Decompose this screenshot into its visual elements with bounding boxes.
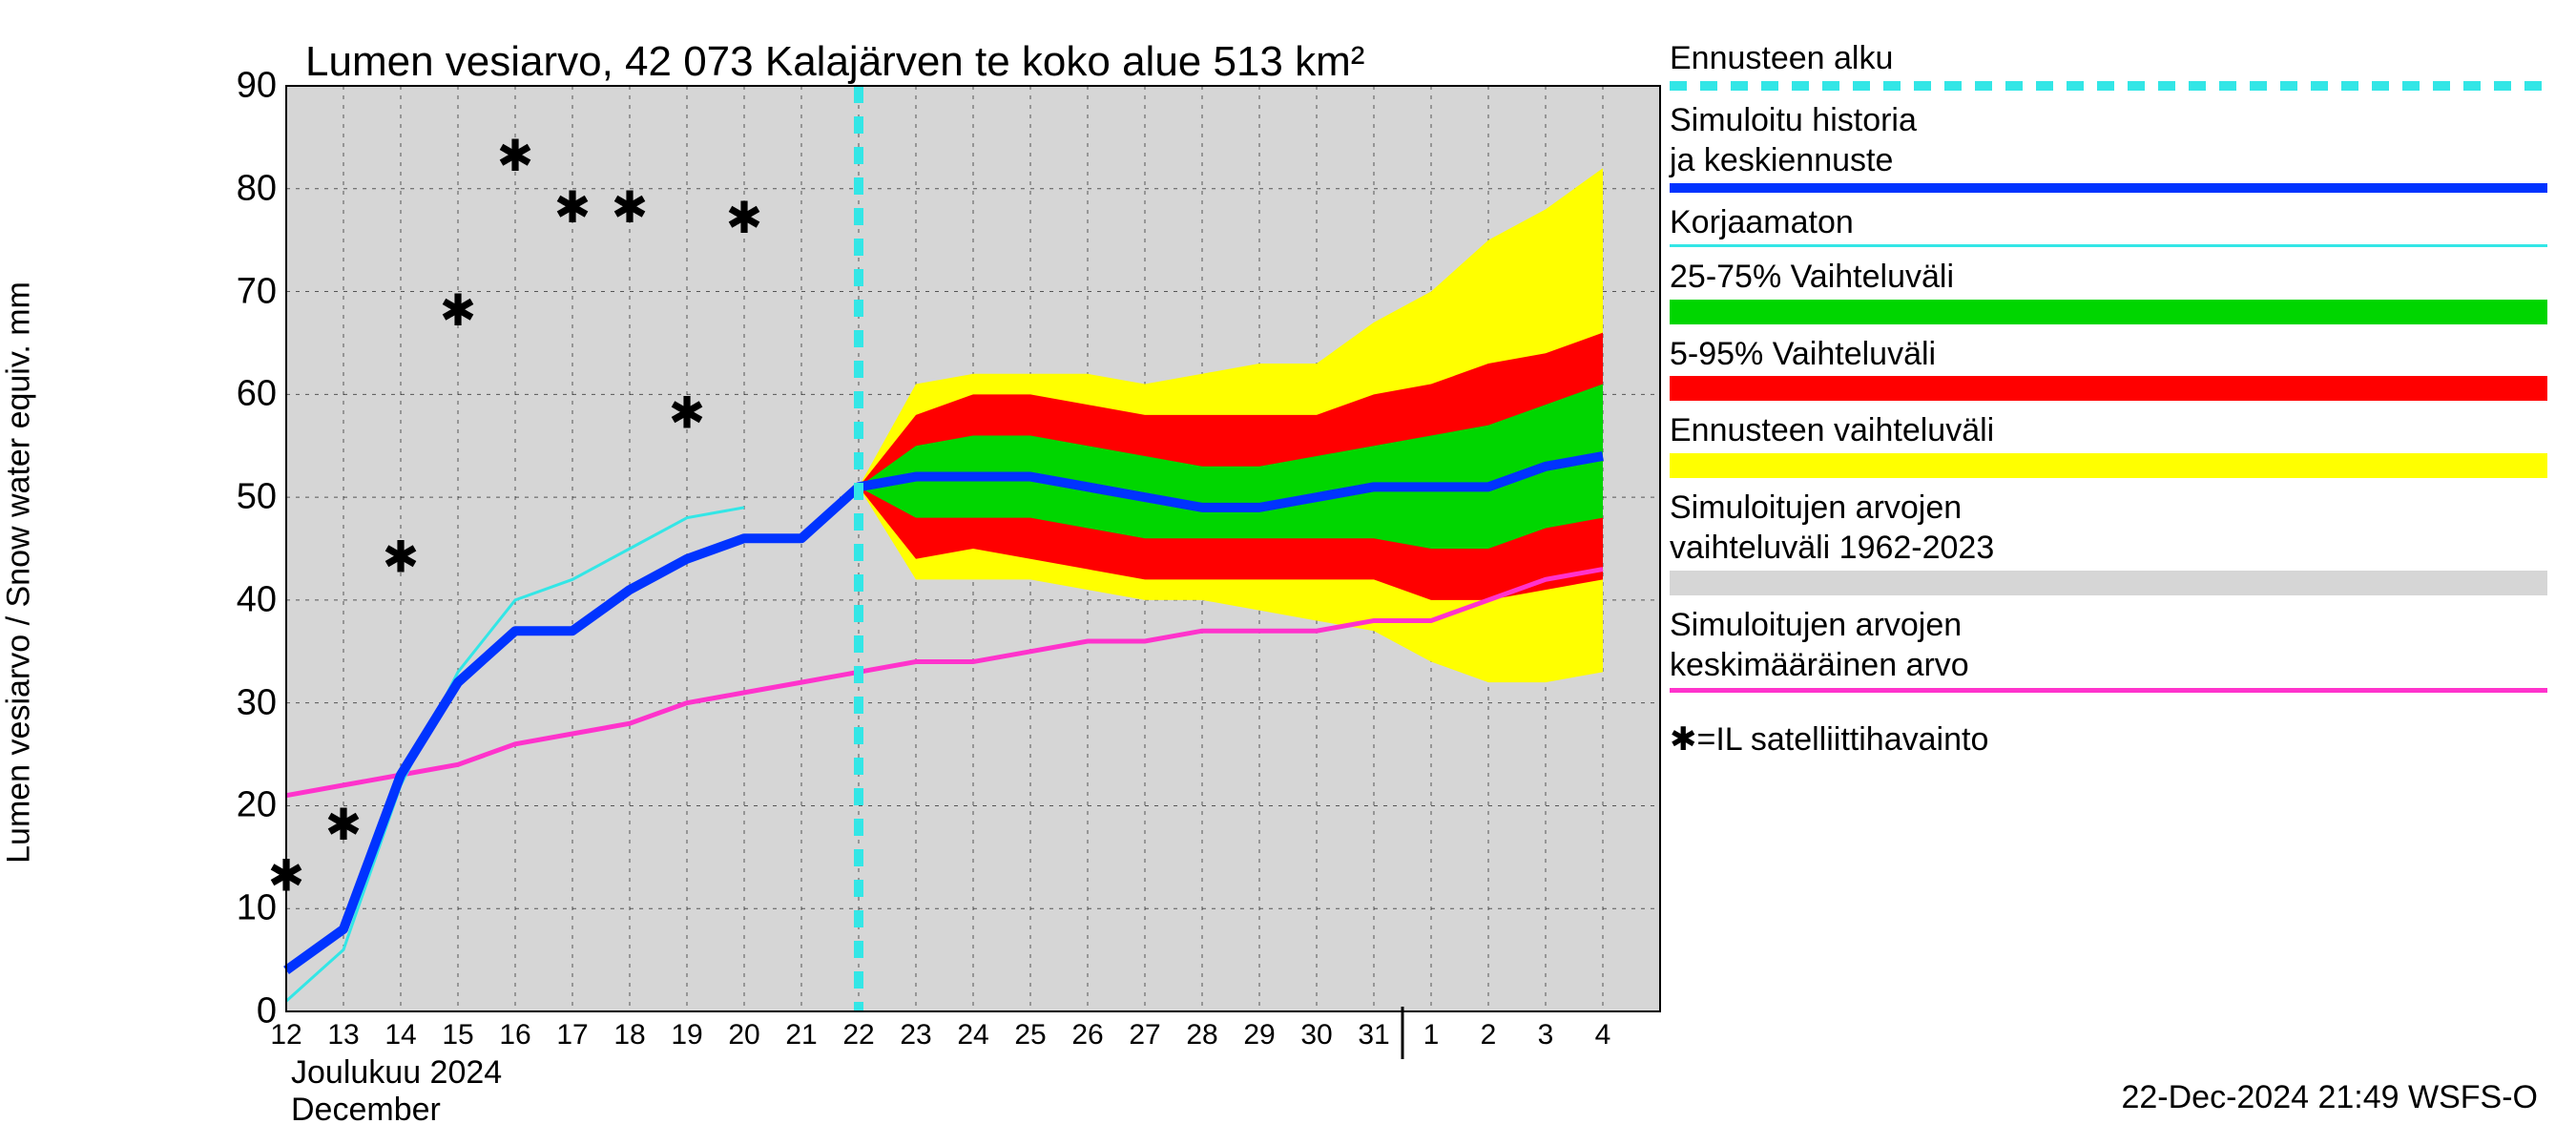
legend-label: Korjaamaton [1670, 202, 2547, 243]
legend-swatch [1670, 453, 2547, 478]
x-tick-label: 19 [671, 1019, 702, 1051]
legend-item: Korjaamaton [1670, 202, 2547, 248]
y-tick-label: 90 [181, 66, 277, 107]
legend-label: 25-75% Vaihteluväli [1670, 257, 2547, 298]
x-tick-label: 4 [1595, 1019, 1611, 1051]
legend: Ennusteen alku Simuloitu historiaja keski… [1670, 38, 2547, 760]
x-tick-label: 21 [785, 1019, 817, 1051]
x-tick-label: 16 [499, 1019, 530, 1051]
x-tick-label: 26 [1071, 1019, 1103, 1051]
x-tick-label: 18 [613, 1019, 645, 1051]
x-tick-label: 20 [728, 1019, 759, 1051]
legend-satellite-note: ✱=IL satelliittihavainto [1670, 719, 2547, 760]
x-tick-label: 22 [842, 1019, 874, 1051]
legend-label: Simuloitujen arvojenvaihteluväli 1962-20… [1670, 488, 2547, 569]
svg-text:✱: ✱ [383, 532, 420, 582]
legend-item: Ennusteen vaihteluväli [1670, 410, 2547, 478]
y-tick-label: 20 [181, 785, 277, 826]
chart-title: Lumen vesiarvo, 42 073 Kalajärven te kok… [305, 38, 1364, 86]
y-tick-label: 70 [181, 271, 277, 312]
x-tick-label: 31 [1358, 1019, 1389, 1051]
x-tick-label: 25 [1014, 1019, 1046, 1051]
svg-text:✱: ✱ [440, 285, 477, 335]
x-tick-label: 30 [1300, 1019, 1332, 1051]
y-tick-label: 60 [181, 374, 277, 415]
y-tick-label: 50 [181, 477, 277, 518]
x-tick-label: 14 [384, 1019, 416, 1051]
svg-text:✱: ✱ [325, 800, 363, 849]
x-month-fi: Joulukuu 2024 [291, 1054, 502, 1092]
legend-swatch [1670, 688, 2547, 693]
x-tick-label: 17 [556, 1019, 588, 1051]
x-tick-label: 12 [270, 1019, 301, 1051]
legend-item: Ennusteen alku [1670, 38, 2547, 91]
chart-container: Lumen vesiarvo, 42 073 Kalajärven te kok… [0, 0, 2576, 1145]
legend-label: Simuloitu historiaja keskiennuste [1670, 100, 2547, 181]
legend-swatch [1670, 300, 2547, 324]
x-tick-label: 23 [900, 1019, 931, 1051]
legend-swatch [1670, 81, 2547, 91]
legend-label: Ennusteen alku [1670, 38, 2547, 79]
legend-item: 5-95% Vaihteluväli [1670, 334, 2547, 402]
svg-text:✱: ✱ [497, 131, 534, 180]
legend-item: Simuloitu historiaja keskiennuste [1670, 100, 2547, 193]
x-tick-label: 28 [1186, 1019, 1217, 1051]
x-tick-label: 3 [1538, 1019, 1554, 1051]
y-tick-label: 30 [181, 682, 277, 723]
x-tick-label: 27 [1129, 1019, 1160, 1051]
svg-text:✱: ✱ [726, 193, 763, 242]
x-tick-label: 13 [327, 1019, 359, 1051]
y-tick-label: 80 [181, 168, 277, 209]
svg-text:✱: ✱ [612, 182, 649, 232]
legend-label: 5-95% Vaihteluväli [1670, 334, 2547, 375]
legend-item: 25-75% Vaihteluväli [1670, 257, 2547, 324]
legend-swatch [1670, 183, 2547, 193]
legend-label: Simuloitujen arvojenkeskimääräinen arvo [1670, 605, 2547, 686]
legend-swatch [1670, 571, 2547, 595]
x-tick-label: 2 [1481, 1019, 1497, 1051]
x-tick-label: 1 [1423, 1019, 1440, 1051]
x-tick-label: 15 [442, 1019, 473, 1051]
y-tick-label: 40 [181, 579, 277, 620]
x-axis-month-label: Joulukuu 2024 December [291, 1054, 502, 1129]
y-axis-label: Lumen vesiarvo / Snow water equiv. mm [1, 281, 38, 864]
y-tick-label: 0 [181, 991, 277, 1032]
legend-swatch [1670, 376, 2547, 401]
svg-text:✱: ✱ [669, 388, 706, 438]
y-tick-label: 10 [181, 888, 277, 929]
svg-text:✱: ✱ [554, 182, 592, 232]
legend-item: Simuloitujen arvojenvaihteluväli 1962-20… [1670, 488, 2547, 595]
legend-swatch [1670, 244, 2547, 247]
legend-label: Ennusteen vaihteluväli [1670, 410, 2547, 451]
x-month-en: December [291, 1092, 502, 1129]
x-tick-label: 24 [957, 1019, 988, 1051]
legend-item: Simuloitujen arvojenkeskimääräinen arvo [1670, 605, 2547, 693]
footer-timestamp: 22-Dec-2024 21:49 WSFS-O [2121, 1079, 2538, 1116]
x-tick-label: 29 [1243, 1019, 1275, 1051]
